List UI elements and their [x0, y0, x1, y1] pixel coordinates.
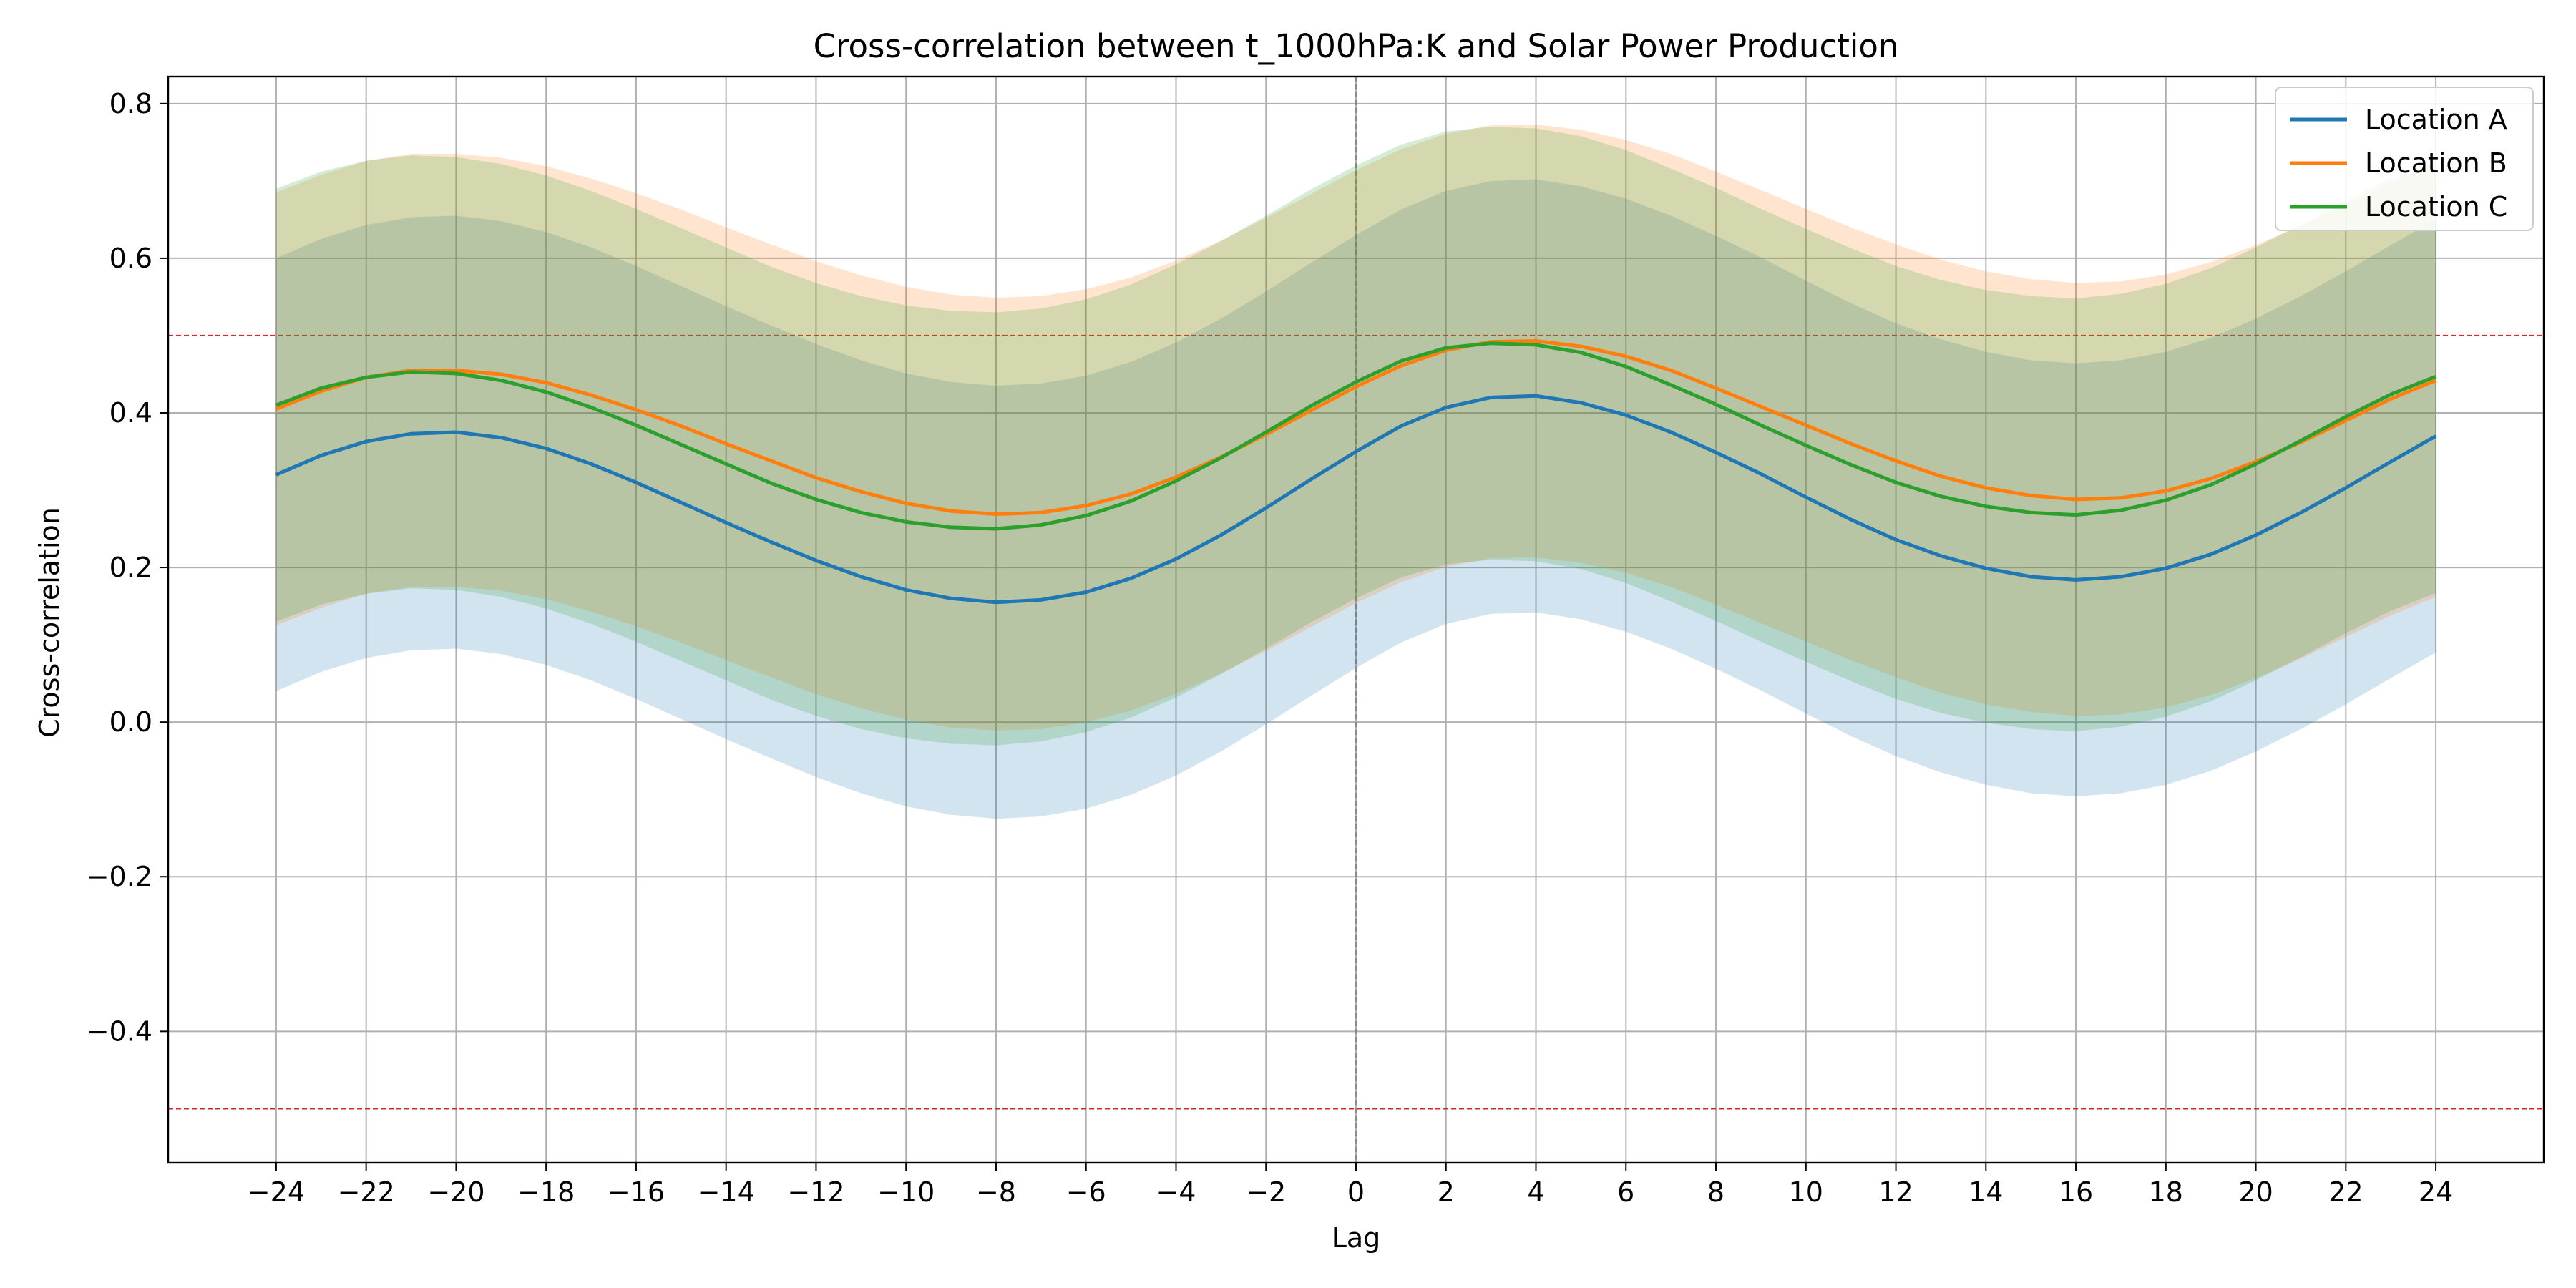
x-tick-label: −16 [608, 1176, 665, 1208]
legend-label: Location B [2365, 147, 2507, 179]
x-tick-label: −4 [1156, 1176, 1196, 1208]
x-tick-label: −8 [976, 1176, 1016, 1208]
confidence-band-location-c [275, 127, 2436, 746]
y-tick-label: 0.6 [109, 243, 152, 274]
x-tick-label: 10 [1789, 1176, 1823, 1208]
x-tick-label: −10 [877, 1176, 935, 1208]
x-tick-label: −22 [338, 1176, 395, 1208]
series-line-location-a [275, 394, 2437, 605]
legend: Location A Location B Location C [2275, 87, 2534, 231]
y-axis-title: Cross-correlation [34, 507, 65, 738]
x-tick-label: 0 [1347, 1176, 1365, 1208]
x-tick-label: −24 [248, 1176, 305, 1208]
legend-box [2275, 87, 2534, 231]
x-tick-label: 24 [2419, 1176, 2453, 1208]
y-tick-label: 0.0 [109, 706, 152, 738]
x-tick-label: −14 [698, 1176, 755, 1208]
x-tick-label: −20 [427, 1176, 484, 1208]
x-tick-label: 20 [2238, 1176, 2273, 1208]
y-tick-label: 0.8 [109, 88, 152, 119]
series-line-location-b [275, 339, 2437, 516]
confidence-band-location-b [275, 125, 2436, 731]
confidence-band-location-a [275, 179, 2436, 819]
x-tick-label: 12 [1878, 1176, 1913, 1208]
legend-label: Location A [2365, 104, 2507, 135]
x-axis-title: Lag [1332, 1222, 1381, 1254]
x-tick-label: −6 [1066, 1176, 1106, 1208]
x-tick-label: 22 [2328, 1176, 2363, 1208]
x-tick-label: −18 [517, 1176, 575, 1208]
chart-title: Cross-correlation between t_1000hPa:K an… [814, 27, 1899, 65]
x-tick-label: 18 [2149, 1176, 2183, 1208]
x-tick-label: 16 [2059, 1176, 2093, 1208]
y-tick-label: 0.4 [109, 397, 152, 429]
x-tick-label: 2 [1438, 1176, 1455, 1208]
x-tick-label: −2 [1246, 1176, 1286, 1208]
x-tick-label: 14 [1968, 1176, 2003, 1208]
y-tick-label: 0.2 [109, 552, 152, 583]
y-tick-label: −0.2 [87, 861, 152, 892]
y-tick-label: −0.4 [87, 1015, 152, 1047]
x-tick-label: 6 [1617, 1176, 1634, 1208]
series-line-location-c [275, 341, 2437, 531]
x-tick-label: 4 [1527, 1176, 1544, 1208]
x-tick-label: −12 [787, 1176, 844, 1208]
x-tick-label: 8 [1707, 1176, 1724, 1208]
legend-label: Location C [2365, 191, 2507, 223]
